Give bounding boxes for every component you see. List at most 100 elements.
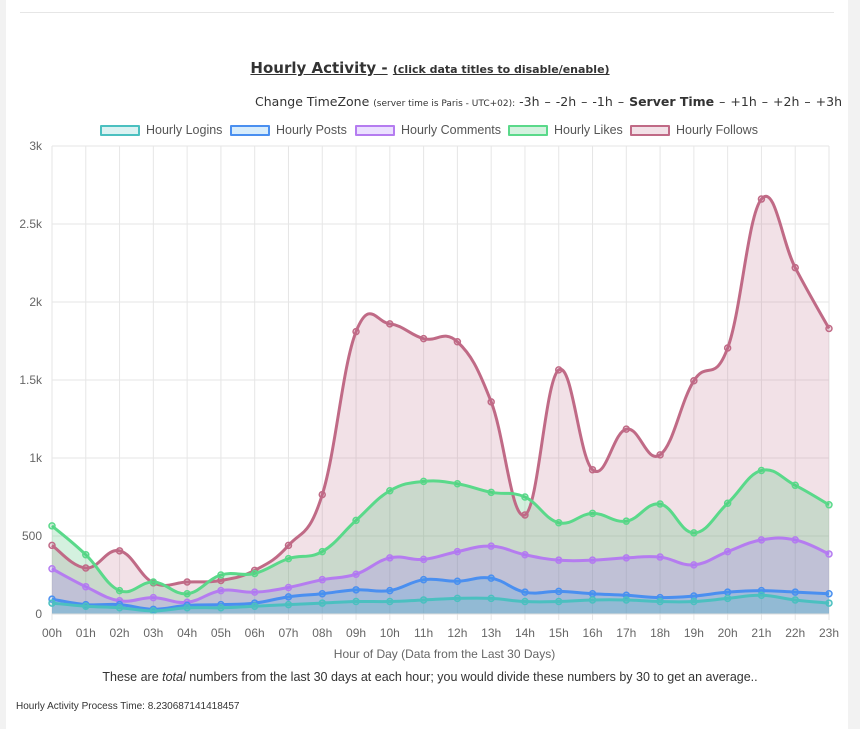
timezone-option-minus3h[interactable]: -3h — [519, 94, 540, 109]
x-tick-label: 03h — [143, 626, 163, 640]
legend-swatch — [230, 124, 270, 136]
hourly-comments-point — [521, 550, 529, 559]
hourly-posts-point — [554, 587, 563, 596]
hourly-follows-point — [757, 195, 766, 203]
x-tick-label: 14h — [515, 626, 535, 640]
hourly-logins-point — [386, 597, 394, 606]
hourly-follows-point — [791, 263, 799, 272]
hourly-logins-point — [554, 597, 563, 606]
y-tick-label: 2k — [29, 295, 43, 309]
timezone-separator: – — [719, 94, 726, 109]
hourly-comments-point — [352, 570, 360, 578]
legend-item-hourly-likes[interactable]: Hourly Likes — [508, 120, 623, 140]
hourly-comments-point — [250, 588, 259, 596]
hourly-comments-point — [453, 547, 462, 556]
hourly-follows-point — [352, 327, 360, 336]
hourly-logins-point — [723, 594, 732, 603]
hourly-comments-point — [554, 556, 563, 564]
timezone-server-note: (server time is Paris - UTC+02): — [373, 99, 516, 109]
x-tick-label: 04h — [177, 626, 197, 640]
hourly-posts-point — [386, 586, 394, 595]
timezone-separator: – — [581, 94, 588, 109]
hourly-likes-point — [284, 554, 293, 563]
hourly-logins-point — [453, 594, 462, 603]
hourly-posts-point — [352, 586, 360, 594]
legend-item-hourly-follows[interactable]: Hourly Follows — [630, 120, 758, 140]
hourly-comments-point — [487, 542, 495, 550]
hourly-likes-point — [352, 516, 360, 525]
hourly-likes-point — [48, 522, 56, 530]
x-tick-label: 15h — [549, 626, 569, 640]
x-tick-label: 21h — [751, 626, 771, 640]
footnote-after: numbers from the last 30 days at each ho… — [185, 670, 758, 684]
chart-title-hint: (click data titles to disable/enable) — [392, 63, 610, 76]
hourly-likes-point — [487, 488, 495, 497]
timezone-option-plus1h[interactable]: +1h — [730, 94, 757, 109]
hourly-logins-point — [690, 597, 698, 606]
hourly-posts-point — [453, 577, 462, 585]
hourly-likes-point — [690, 529, 698, 537]
timezone-option-plus3h[interactable]: +3h — [815, 94, 842, 109]
hourly-logins-point — [318, 599, 327, 607]
hourly-likes-point — [386, 487, 394, 495]
legend-item-hourly-posts[interactable]: Hourly Posts — [230, 120, 347, 140]
hourly-posts-point — [487, 574, 495, 582]
hourly-logins-point — [622, 596, 631, 604]
hourly-follows-point — [115, 547, 124, 555]
hourly-posts-point — [825, 589, 833, 598]
legend-swatch — [355, 124, 395, 136]
legend-label: Hourly Logins — [146, 123, 223, 137]
hourly-comments-point — [690, 561, 698, 569]
hourly-likes-point — [82, 550, 90, 559]
hourly-likes-point — [791, 481, 799, 490]
x-tick-label: 19h — [684, 626, 704, 640]
hourly-follows-point — [690, 377, 698, 385]
legend-swatch — [630, 124, 670, 136]
hourly-comments-point — [284, 583, 293, 592]
x-axis-label: Hour of Day (Data from the Last 30 Days) — [334, 647, 555, 661]
x-tick-label: 16h — [583, 626, 603, 640]
hourly-likes-point — [453, 479, 462, 488]
hourly-follows-point — [284, 541, 293, 550]
legend-item-hourly-logins[interactable]: Hourly Logins — [100, 120, 222, 140]
hourly-comments-point — [318, 575, 327, 584]
x-tick-label: 18h — [650, 626, 670, 640]
timezone-option-minus1h[interactable]: -1h — [592, 94, 613, 109]
hourly-follows-area — [52, 196, 829, 614]
hourly-likes-point — [183, 589, 191, 598]
hourly-comments-point — [588, 556, 597, 564]
top-divider — [20, 12, 834, 13]
legend-item-hourly-comments[interactable]: Hourly Comments — [355, 120, 501, 140]
hourly-comments-point — [217, 586, 225, 595]
hourly-comments-point — [791, 536, 799, 544]
chart-legend: Hourly Logins Hourly Posts Hourly Comments… — [0, 120, 860, 140]
hourly-likes-point — [318, 547, 327, 556]
timezone-option-minus2h[interactable]: -2h — [555, 94, 577, 109]
x-tick-label: 11h — [414, 626, 433, 640]
chart-title-main: Hourly Activity - — [250, 59, 388, 77]
hourly-follows-point — [521, 511, 529, 519]
hourly-likes-point — [419, 477, 428, 486]
hourly-posts-point — [318, 589, 327, 598]
hourly-logins-point — [588, 596, 597, 604]
hourly-likes-point — [554, 518, 563, 527]
hourly-follows-point — [554, 366, 563, 374]
x-tick-label: 10h — [380, 626, 400, 640]
legend-swatch — [100, 124, 140, 136]
x-tick-label: 07h — [278, 626, 298, 640]
hourly-logins-point — [352, 597, 360, 606]
timezone-option-plus2h[interactable]: +2h — [773, 94, 800, 109]
hourly-follows-point — [318, 490, 327, 499]
hourly-posts-point — [588, 589, 597, 598]
x-tick-label: 00h — [42, 626, 62, 640]
x-tick-label: 12h — [447, 626, 467, 640]
hourly-comments-point — [723, 547, 732, 556]
hourly-follows-line — [51, 194, 831, 587]
timezone-selector: Change TimeZone (server time is Paris - … — [255, 94, 842, 109]
timezone-option-server-time[interactable]: Server Time — [629, 94, 715, 109]
x-tick-label: 01h — [76, 626, 96, 640]
hourly-follows-point — [656, 451, 664, 459]
hourly-logins-point — [48, 599, 56, 607]
footnote-before: These are — [102, 670, 163, 684]
hourly-likes-point — [656, 500, 664, 508]
